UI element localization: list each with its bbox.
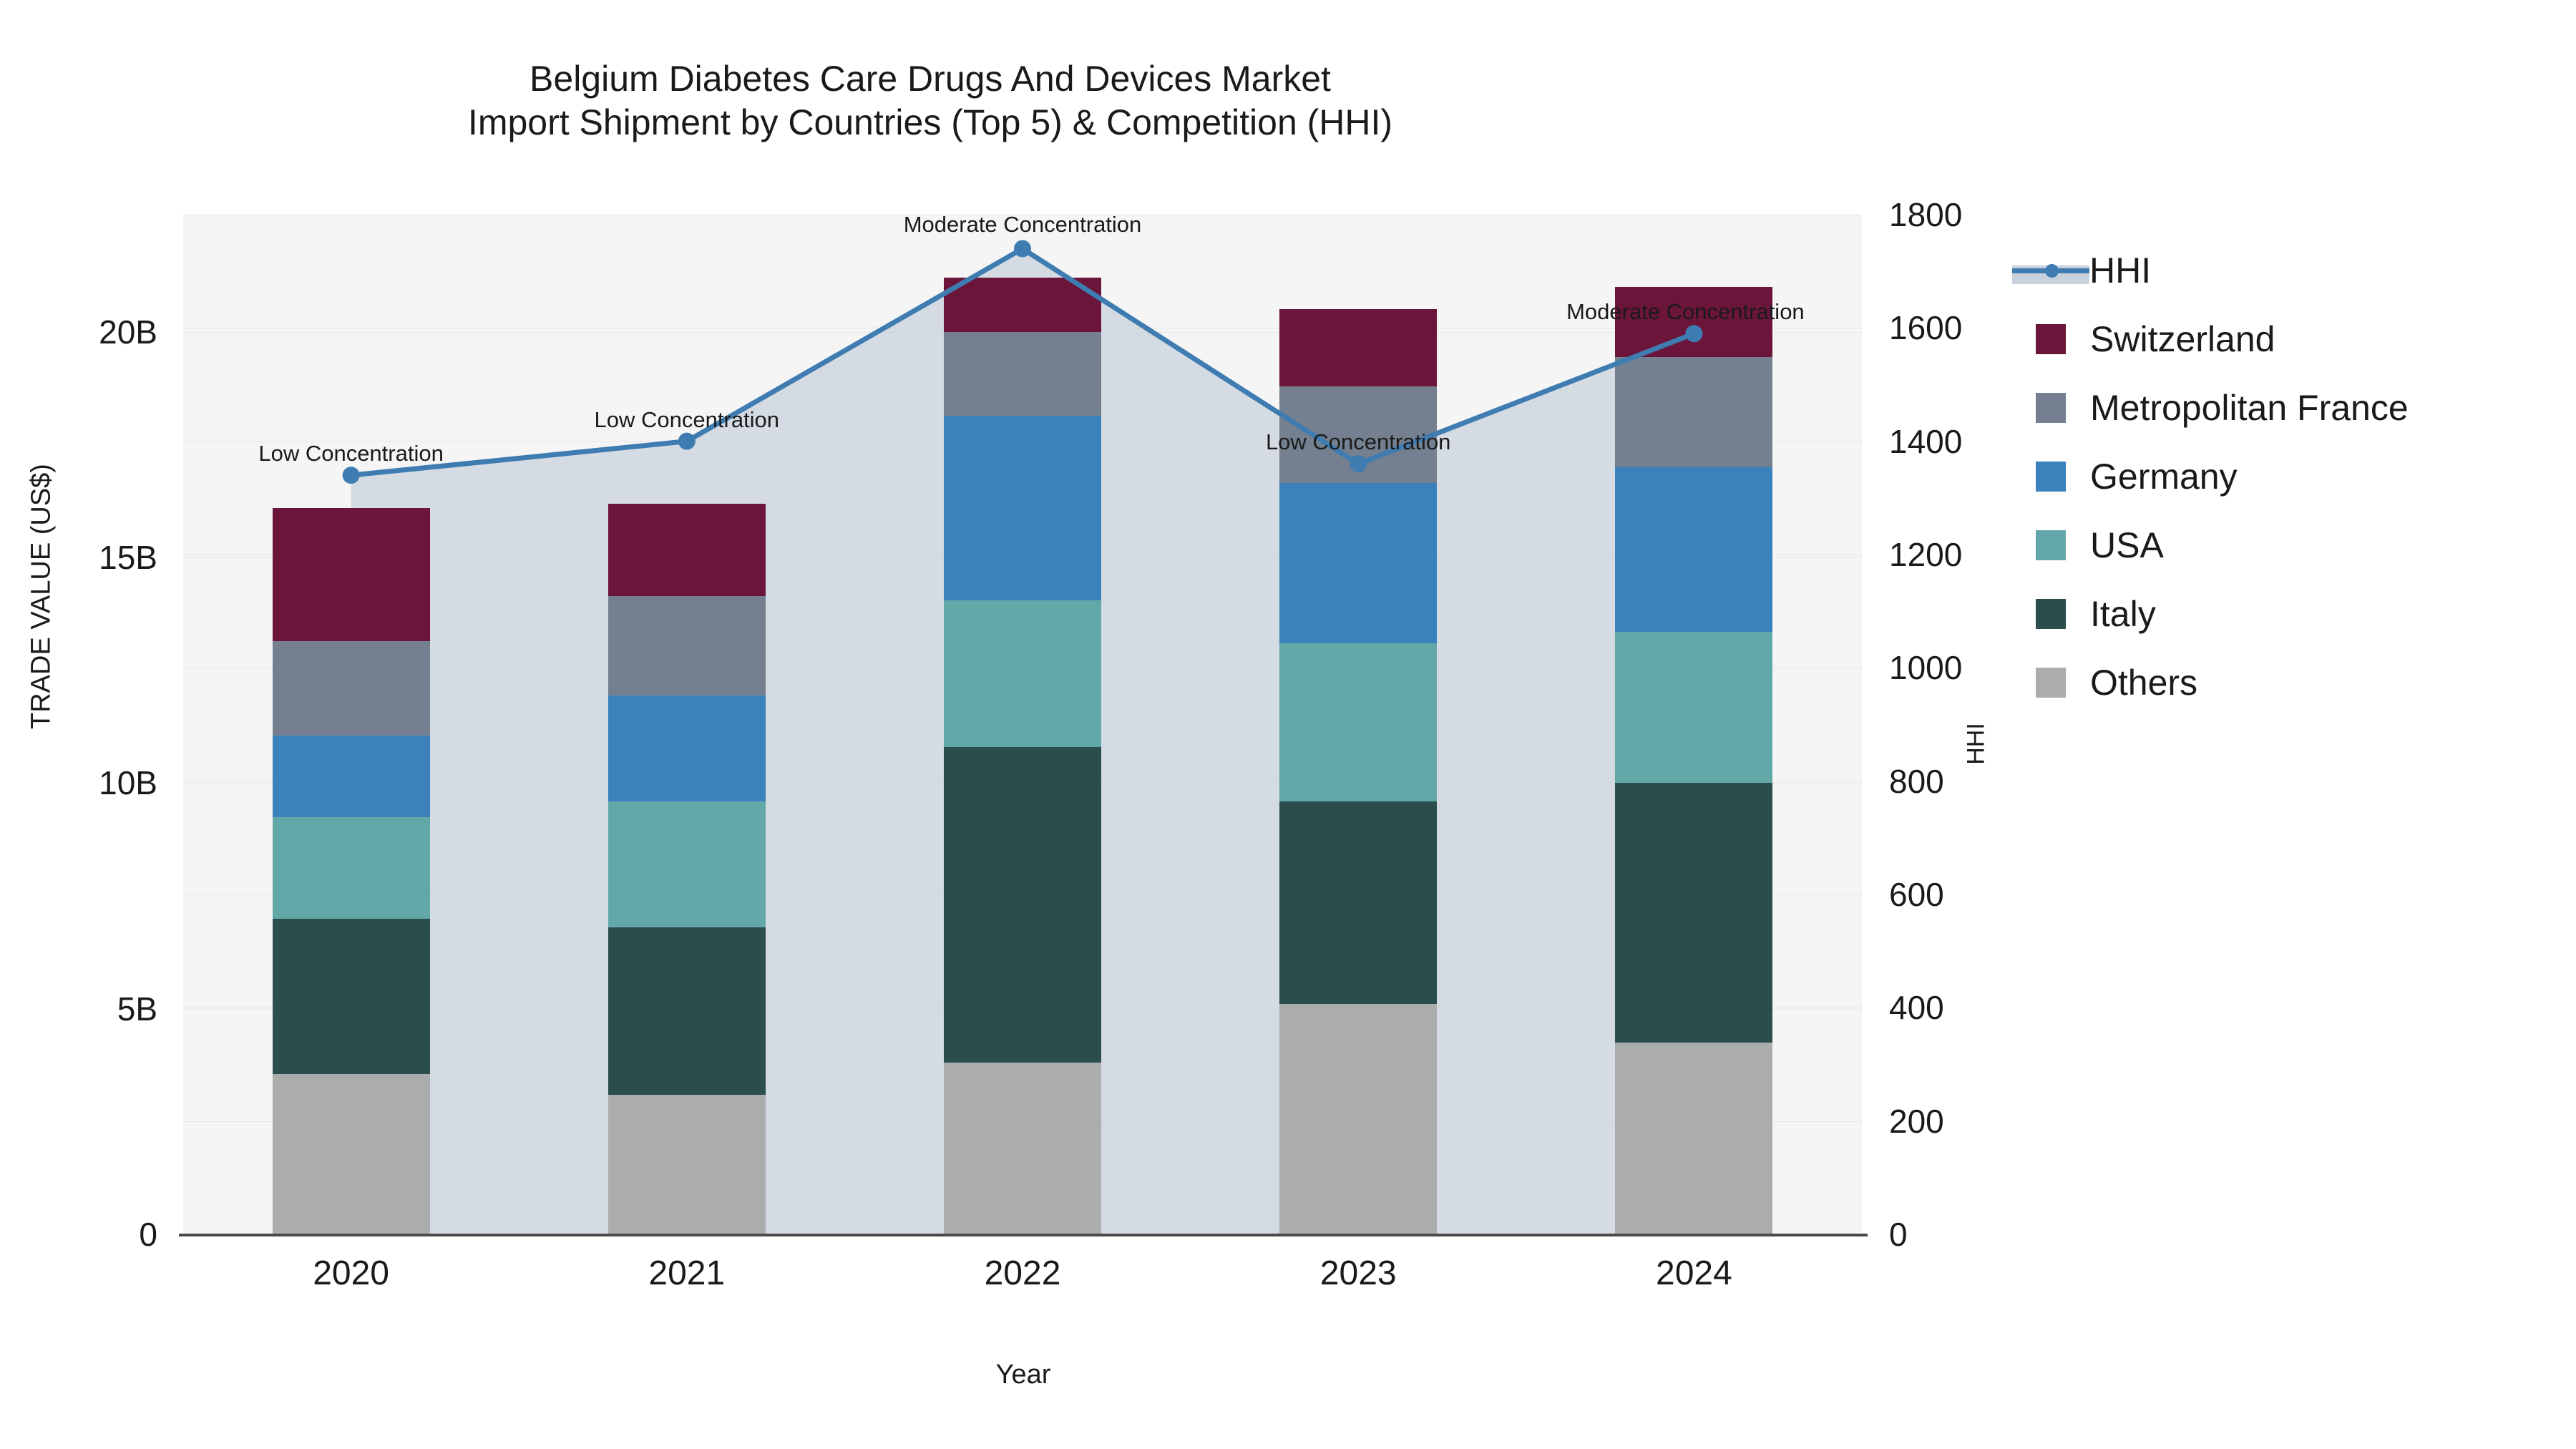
legend-item[interactable]: Others [2036, 648, 2409, 717]
hhi-data-point[interactable]: 2022: 1740 [1014, 240, 1031, 258]
concentration-annotation: Moderate Concentration [903, 211, 1142, 237]
legend-item-label: Others [2090, 663, 2198, 703]
bar-segment[interactable] [1279, 483, 1438, 644]
bar-segment[interactable] [1279, 643, 1438, 801]
legend-item[interactable]: USA [2036, 511, 2409, 580]
bar-segment[interactable] [944, 600, 1101, 748]
concentration-annotation: Moderate Concentration [1566, 299, 1805, 325]
y-axis-right-tick-label: 1800 [1889, 196, 1963, 233]
legend-color-swatch [2036, 393, 2066, 423]
y-axis-right-tick-label: 1400 [1889, 422, 1963, 460]
x-axis-tick-label: 2022 [984, 1254, 1061, 1292]
y-axis-right-tick-label: 1600 [1889, 309, 1963, 347]
legend-color-swatch [2036, 668, 2066, 698]
y-axis-right-tick-label: 200 [1889, 1102, 1944, 1140]
y-axis-left-tick-label: 5B [117, 990, 157, 1028]
hhi-data-point[interactable]: 2024: 1590 [1685, 325, 1703, 343]
y-axis-right-tick-label: 600 [1889, 876, 1944, 913]
y-axis-right-tick-label: 1000 [1889, 649, 1963, 687]
hhi-line-series: 2020: 1340 2021: 1400 2022: 1740 2023: 1360… [342, 240, 1703, 484]
legend-color-swatch [2036, 599, 2066, 629]
x-axis-line [179, 1234, 1868, 1236]
bar-segment[interactable] [944, 747, 1101, 1063]
concentration-annotation: Low Concentration [258, 441, 444, 467]
x-axis-label: Year [995, 1360, 1051, 1390]
bar-segment[interactable] [1615, 356, 1773, 468]
bar-segment[interactable] [608, 927, 766, 1095]
legend-color-swatch [2036, 324, 2066, 354]
x-axis-tick-label: 2023 [1319, 1254, 1397, 1292]
legend-item[interactable]: Metropolitan France [2036, 374, 2409, 442]
bar-stack[interactable] [1279, 309, 1438, 1234]
y-axis-right-tick-label: 0 [1889, 1216, 1908, 1253]
legend-item[interactable]: Italy [2036, 580, 2409, 648]
bar-stack[interactable] [608, 503, 766, 1234]
y-axis-left-tick-label: 15B [99, 539, 157, 577]
bar-segment[interactable] [1279, 309, 1438, 386]
legend-item[interactable]: Switzerland [2036, 305, 2409, 374]
bar-stack[interactable] [944, 278, 1101, 1234]
legend-color-swatch [2036, 530, 2066, 560]
legend-color-swatch [2036, 462, 2066, 492]
bar-segment[interactable] [272, 640, 430, 736]
bar-segment[interactable] [944, 1063, 1101, 1234]
x-axis-tick-label: 2024 [1656, 1254, 1732, 1292]
bar-segment[interactable] [1615, 286, 1773, 357]
y-axis-right-label: HHI [1962, 723, 1990, 765]
title-line-1: Belgium Diabetes Care Drugs And Devices … [530, 59, 1331, 99]
page-title: Belgium Diabetes Care Drugs And Devices … [0, 57, 1860, 145]
y-axis-right-tick-label: 800 [1889, 762, 1944, 800]
x-axis-tick-label: 2020 [313, 1254, 389, 1292]
bar-segment[interactable] [944, 415, 1101, 601]
bar-segment[interactable] [1615, 1043, 1773, 1234]
bar-segment[interactable] [608, 503, 766, 596]
hhi-line-path [348, 246, 1697, 478]
y-axis-left-tick-label: 10B [99, 764, 157, 802]
y-axis-right-tick-label: 1200 [1889, 536, 1963, 573]
legend-item-label: Metropolitan France [2090, 388, 2409, 428]
bar-segment[interactable] [608, 595, 766, 696]
legend-item[interactable]: HHI [2012, 236, 2409, 305]
legend-item-label: HHI [2089, 250, 2152, 291]
bar-segment[interactable] [272, 736, 430, 817]
bar-stack[interactable] [272, 507, 430, 1234]
y-axis-right-tick-label: 400 [1889, 989, 1944, 1027]
y-axis-left-tick-label: 0 [139, 1216, 157, 1253]
legend-item-label: Switzerland [2090, 319, 2275, 359]
title-line-2: Import Shipment by Countries (Top 5) & C… [467, 102, 1393, 142]
bar-segment[interactable] [944, 331, 1101, 416]
hhi-data-point[interactable]: 2021: 1400 [678, 432, 696, 450]
legend-item-label: Germany [2090, 457, 2238, 497]
bar-segment[interactable] [608, 1094, 766, 1234]
legend: HHI Switzerland Metropolitan France Germany… [2012, 236, 2409, 717]
bar-segment[interactable] [608, 695, 766, 801]
bar-segment[interactable] [1279, 1004, 1438, 1234]
legend-item-label: Italy [2090, 594, 2156, 634]
concentration-annotation: Low Concentration [1265, 429, 1451, 455]
y-axis-left-tick-label: 20B [99, 313, 157, 351]
legend-line-swatch [2012, 255, 2089, 286]
bar-stack[interactable] [1615, 286, 1773, 1234]
x-axis-tick-label: 2021 [648, 1254, 726, 1292]
legend-item-label: USA [2090, 525, 2164, 565]
hhi-data-point[interactable]: 2023: 1360 [1350, 455, 1367, 473]
bar-segment[interactable] [272, 1074, 430, 1234]
bar-segment[interactable] [272, 918, 430, 1075]
bar-segment[interactable] [1615, 632, 1773, 784]
bar-segment[interactable] [272, 507, 430, 641]
bar-segment[interactable] [1615, 783, 1773, 1043]
bar-segment[interactable] [608, 801, 766, 928]
concentration-annotation: Low Concentration [594, 406, 780, 432]
bar-segment[interactable] [944, 278, 1101, 332]
bar-segment[interactable] [1279, 801, 1438, 1005]
bar-segment[interactable] [1615, 467, 1773, 633]
y-axis-left-label: TRADE VALUE (US$) [26, 464, 57, 729]
bar-segment[interactable] [272, 816, 430, 919]
hhi-data-point[interactable]: 2020: 1340 [342, 467, 360, 484]
legend-item[interactable]: Germany [2036, 442, 2409, 511]
